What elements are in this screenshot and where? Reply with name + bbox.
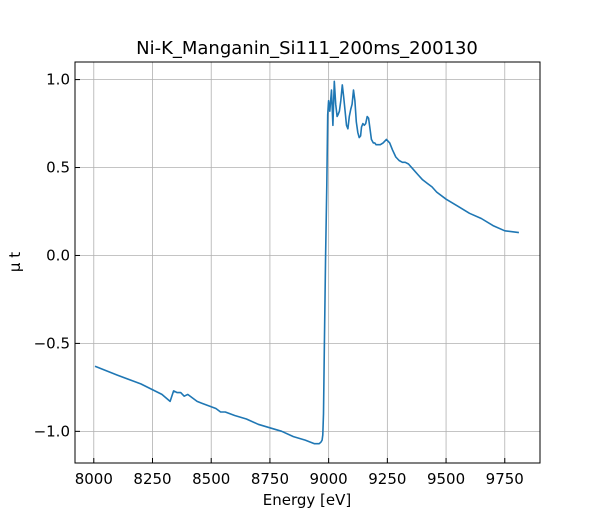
y-tick-label: 1.0 [46,71,70,89]
chart-title: Ni-K_Manganin_Si111_200ms_200130 [136,38,478,59]
grid-lines [75,62,540,463]
series-line-mu_t [94,80,520,445]
x-axis-label: Energy [eV] [263,491,351,509]
x-tick-label: 8000 [75,470,113,488]
x-tick-label: 9250 [368,470,406,488]
x-tick-label: 9500 [427,470,465,488]
y-tick-label: −0.5 [34,334,70,352]
plot-frame [74,61,541,464]
x-tick-label: 8250 [133,470,171,488]
y-tick-label: −1.0 [34,422,70,440]
x-tick-label: 9750 [486,470,524,488]
axis-ticks: 8000 8250 8500 8750 9000 9250 9500 9750 1.0 0.5 0.… [34,71,524,488]
x-tick-label: 8750 [251,470,289,488]
y-axis-label: μ t [6,252,24,272]
y-tick-label: 0.5 [46,159,70,177]
series-layer [94,80,520,445]
x-tick-label: 9000 [310,470,348,488]
y-tick-label: 0.0 [46,246,70,264]
x-tick-label: 8500 [192,470,230,488]
